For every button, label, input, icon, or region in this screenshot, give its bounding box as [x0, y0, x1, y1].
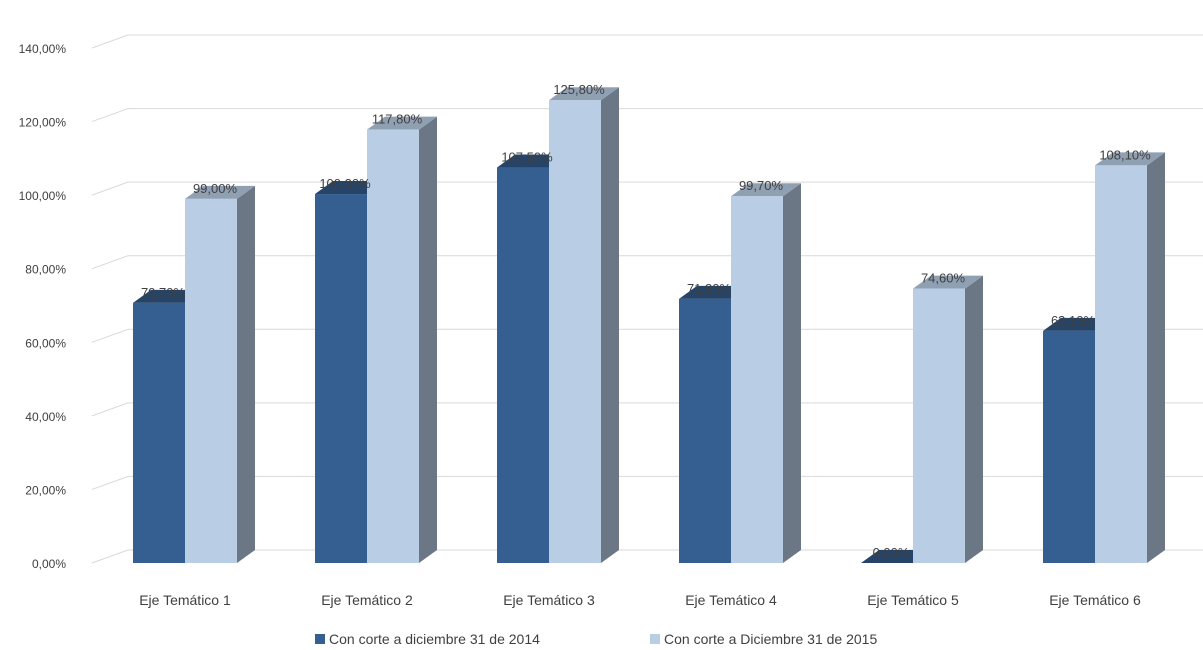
x-category-label: Eje Temático 1: [139, 592, 231, 608]
x-axis-categories: Eje Temático 1 Eje Temático 2 Eje Temático…: [139, 592, 1141, 608]
y-tick-label: 0,00%: [32, 557, 66, 571]
bar: [133, 302, 185, 563]
bar-top-face: [549, 87, 619, 101]
legend-swatch: [315, 634, 325, 644]
bar-side-face: [419, 116, 437, 564]
data-label: 108,10%: [1099, 147, 1151, 162]
gridline-side: [91, 108, 129, 123]
legend: Con corte a diciembre 31 de 2014 Con cort…: [315, 631, 877, 647]
legend-label: Con corte a Diciembre 31 de 2015: [664, 631, 877, 647]
bar: [185, 198, 237, 564]
bars: [133, 87, 1165, 564]
data-label: 0,00%: [873, 545, 910, 560]
grid-layer: [91, 34, 1203, 564]
data-label: 100,30%: [319, 176, 371, 191]
bar: [315, 194, 367, 563]
gridline-side: [91, 255, 129, 270]
gridline-side: [91, 402, 129, 417]
x-category-label: Eje Temático 6: [1049, 592, 1141, 608]
bar: [549, 100, 601, 563]
y-axis-ticks: 0,00% 20,00% 40,00% 60,00% 80,00% 100,00% 120,…: [19, 42, 67, 571]
bar-side-face: [1147, 152, 1165, 563]
y-tick-label: 120,00%: [19, 116, 67, 130]
bar: [367, 129, 419, 563]
data-label: 99,70%: [739, 178, 784, 193]
bar: [913, 288, 965, 563]
data-label: 63,10%: [1051, 313, 1096, 328]
y-tick-label: 60,00%: [25, 336, 66, 350]
bar-side-face: [965, 275, 983, 563]
data-label: 99,00%: [193, 181, 238, 196]
bar: [1043, 330, 1095, 563]
y-tick-label: 80,00%: [25, 263, 66, 277]
legend-swatch: [650, 634, 660, 644]
bar-side-face: [783, 183, 801, 563]
legend-label: Con corte a diciembre 31 de 2014: [329, 631, 540, 647]
bar-top-face: [1095, 152, 1165, 166]
data-label: 74,60%: [921, 271, 966, 286]
gridline-side: [91, 328, 129, 343]
gridline-side: [91, 181, 129, 196]
gridline-side: [91, 475, 129, 490]
gridline-side: [91, 549, 129, 564]
y-tick-label: 20,00%: [25, 483, 66, 497]
bar-top-face: [913, 275, 983, 289]
x-category-label: Eje Temático 5: [867, 592, 959, 608]
y-tick-label: 40,00%: [25, 410, 66, 424]
bar-top-face: [367, 116, 437, 130]
gridline-side: [91, 34, 129, 49]
bar-side-face: [601, 87, 619, 563]
bar: [1095, 165, 1147, 563]
data-label: 71,80%: [687, 281, 732, 296]
data-label: 125,80%: [553, 82, 605, 97]
y-tick-label: 140,00%: [19, 42, 67, 56]
data-label: 70,70%: [141, 285, 186, 300]
x-category-label: Eje Temático 4: [685, 592, 777, 608]
bar: [731, 196, 783, 563]
bar-top-face: [185, 185, 255, 199]
y-tick-label: 100,00%: [19, 189, 67, 203]
bar-side-face: [237, 185, 255, 564]
x-category-label: Eje Temático 3: [503, 592, 595, 608]
bar-top-face: [731, 183, 801, 197]
data-label: 107,50%: [501, 150, 553, 165]
bar: [679, 298, 731, 563]
data-labels: 70,70% 99,00% 100,30% 117,80% 107,50% 125,80%…: [141, 82, 1151, 560]
bar: [497, 167, 549, 563]
data-label: 117,80%: [372, 112, 423, 127]
x-category-label: Eje Temático 2: [321, 592, 413, 608]
